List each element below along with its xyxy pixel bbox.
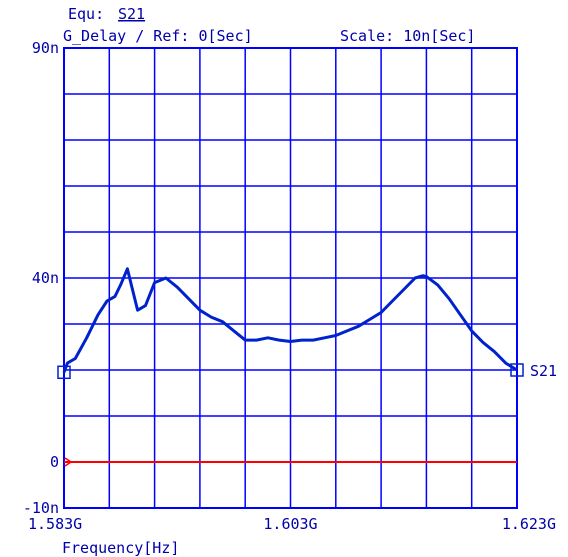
x-tick-labels: 1.583G 1.603G 1.623G bbox=[28, 515, 556, 533]
y-tick-labels: 90n 40n 0 -10n bbox=[23, 39, 59, 517]
trace-s21 bbox=[62, 267, 518, 373]
marker-layer bbox=[57, 363, 524, 380]
trace-label-s21: S21 bbox=[530, 362, 557, 380]
reference-layer bbox=[64, 457, 517, 467]
x-axis-label: Frequency[Hz] bbox=[62, 539, 179, 557]
scale-label: Scale: 10n[Sec] bbox=[340, 27, 475, 45]
y-tick-label: 0 bbox=[50, 453, 59, 471]
x-tick-label: 1.623G bbox=[502, 515, 556, 533]
equation-label: Equ: bbox=[68, 5, 104, 23]
end-marker bbox=[510, 363, 524, 377]
x-tick-label: 1.583G bbox=[28, 515, 82, 533]
y-tick-label: 40n bbox=[32, 269, 59, 287]
x-tick-label: 1.603G bbox=[263, 515, 317, 533]
y-tick-label: 90n bbox=[32, 39, 59, 57]
measurement-label: G_Delay / Ref: 0[Sec] bbox=[63, 27, 253, 45]
y-tick-label: -10n bbox=[23, 499, 59, 517]
start-marker bbox=[57, 365, 71, 380]
equation-value: S21 bbox=[118, 5, 145, 23]
reference-marker-icon bbox=[64, 457, 73, 467]
trace-layer bbox=[62, 267, 518, 373]
